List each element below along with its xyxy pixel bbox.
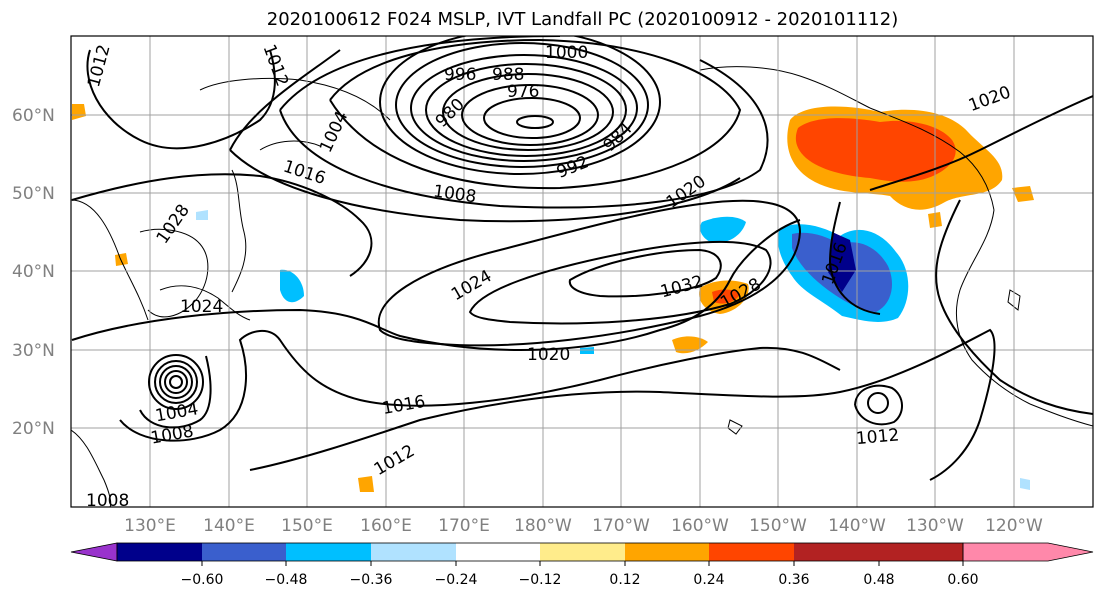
colorbar-swatch: [286, 543, 371, 561]
colorbar-tick: 0.24: [693, 572, 724, 588]
lon-label: 180°W: [514, 516, 572, 536]
lat-label: 40°N: [12, 262, 55, 282]
lon-label: 160°E: [360, 516, 412, 536]
isobars: [71, 36, 1093, 481]
lon-label: 150°E: [281, 516, 333, 536]
colorbar: −0.60 −0.48 −0.36 −0.24 −0.12 0.12 0.24 …: [70, 542, 1094, 588]
colorbar-tick: 0.12: [609, 572, 640, 588]
ivt-shading: [72, 104, 1034, 492]
colorbar-swatch: [794, 543, 879, 561]
isobar-label: 996: [444, 65, 476, 85]
colorbar-swatch: [117, 543, 202, 561]
lon-label: 120°W: [985, 516, 1043, 536]
lat-label: 60°N: [12, 106, 55, 126]
colorbar-tick: −0.48: [265, 572, 308, 588]
isobar-label: 1000: [545, 43, 588, 63]
latitude-labels: 60°N 50°N 40°N 30°N 20°N: [12, 106, 55, 439]
colorbar-swatch: [540, 543, 625, 561]
colorbar-extend-right: [962, 542, 1094, 562]
isobar-label: 988: [492, 65, 524, 85]
colorbar-swatch: [456, 543, 540, 561]
longitude-labels: 130°E 140°E 150°E 160°E 170°E 180°W 170°…: [124, 516, 1043, 536]
isobar-label: 976: [507, 82, 539, 102]
colorbar-tick: −0.12: [519, 572, 562, 588]
colorbar-tick: 0.36: [778, 572, 809, 588]
isobar-label: 1012: [855, 425, 900, 449]
isobar-label: 1020: [527, 345, 570, 365]
graticule: [71, 36, 1093, 507]
colorbar-swatch: [709, 543, 794, 561]
lon-label: 160°W: [671, 516, 729, 536]
lon-label: 130°E: [124, 516, 176, 536]
lon-label: 170°W: [592, 516, 650, 536]
isobar-label: 1008: [86, 491, 129, 511]
map-title: 2020100612 F024 MSLP, IVT Landfall PC (2…: [266, 9, 899, 30]
colorbar-swatch: [202, 543, 286, 561]
lon-label: 130°W: [906, 516, 964, 536]
lon-label: 170°E: [438, 516, 490, 536]
colorbar-tick: 0.60: [947, 572, 978, 588]
lon-label: 140°W: [828, 516, 886, 536]
colorbar-tick: −0.60: [181, 572, 224, 588]
map-frame: [70, 35, 1094, 508]
colorbar-tick: 0.48: [863, 572, 894, 588]
colorbar-swatch: [879, 543, 963, 561]
lon-label: 140°E: [203, 516, 255, 536]
lat-label: 50°N: [12, 184, 55, 204]
colorbar-extend-left: [70, 542, 118, 562]
colorbar-swatch: [625, 543, 709, 561]
lon-label: 150°W: [749, 516, 807, 536]
isobar-label: 1024: [180, 297, 223, 317]
colorbar-swatch: [371, 543, 456, 561]
colorbar-tick: −0.24: [435, 572, 478, 588]
lat-label: 20°N: [12, 419, 55, 439]
colorbar-tick: −0.36: [350, 572, 393, 588]
lat-label: 30°N: [12, 341, 55, 361]
